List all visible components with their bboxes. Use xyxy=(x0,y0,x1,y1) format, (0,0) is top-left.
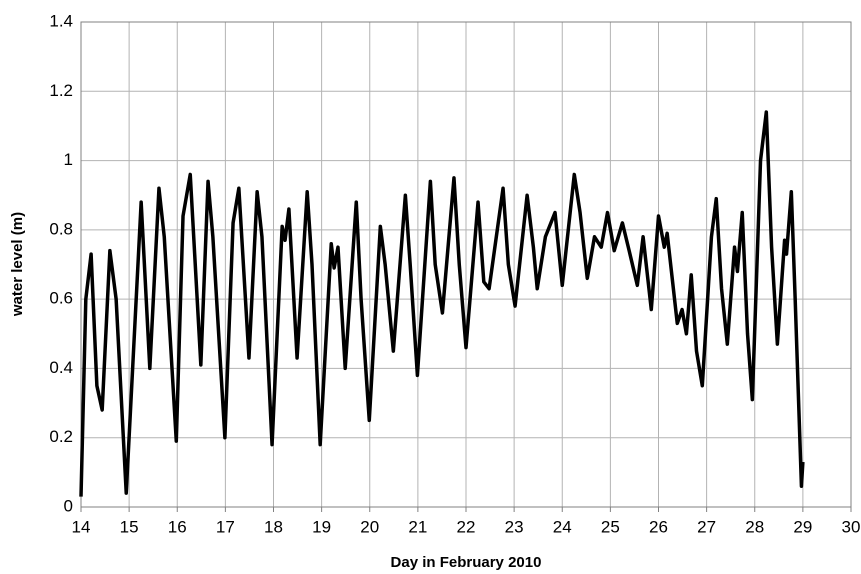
x-tick-label: 19 xyxy=(312,517,331,536)
y-tick-label: 0.2 xyxy=(49,427,73,446)
x-tick-label: 24 xyxy=(553,517,572,536)
x-tick-label: 29 xyxy=(793,517,812,536)
x-tick-label: 28 xyxy=(745,517,764,536)
x-tick-label: 26 xyxy=(649,517,668,536)
x-tick-label: 25 xyxy=(601,517,620,536)
y-tick-label: 1 xyxy=(64,150,73,169)
x-axis-title: Day in February 2010 xyxy=(391,554,542,571)
x-tick-label: 27 xyxy=(697,517,716,536)
y-tick-label: 0.4 xyxy=(49,358,73,377)
x-tick-label: 15 xyxy=(120,517,139,536)
x-tick-label: 23 xyxy=(505,517,524,536)
y-tick-label: 1.4 xyxy=(49,11,73,30)
x-tick-label: 16 xyxy=(168,517,187,536)
y-axis-title: water level (m) xyxy=(9,212,26,317)
x-tick-label: 30 xyxy=(842,517,861,536)
y-tick-label: 0 xyxy=(64,496,73,515)
x-tick-label: 21 xyxy=(408,517,427,536)
x-tick-label: 14 xyxy=(72,517,91,536)
x-tick-label: 22 xyxy=(457,517,476,536)
x-tick-label: 18 xyxy=(264,517,283,536)
x-tick-label: 20 xyxy=(360,517,379,536)
data-line xyxy=(79,110,805,497)
plot-border xyxy=(80,21,852,508)
y-tick-label: 0.6 xyxy=(49,289,73,308)
y-tick-label: 1.2 xyxy=(49,81,73,100)
y-tick-label: 0.8 xyxy=(49,219,73,238)
x-tick-label: 17 xyxy=(216,517,235,536)
